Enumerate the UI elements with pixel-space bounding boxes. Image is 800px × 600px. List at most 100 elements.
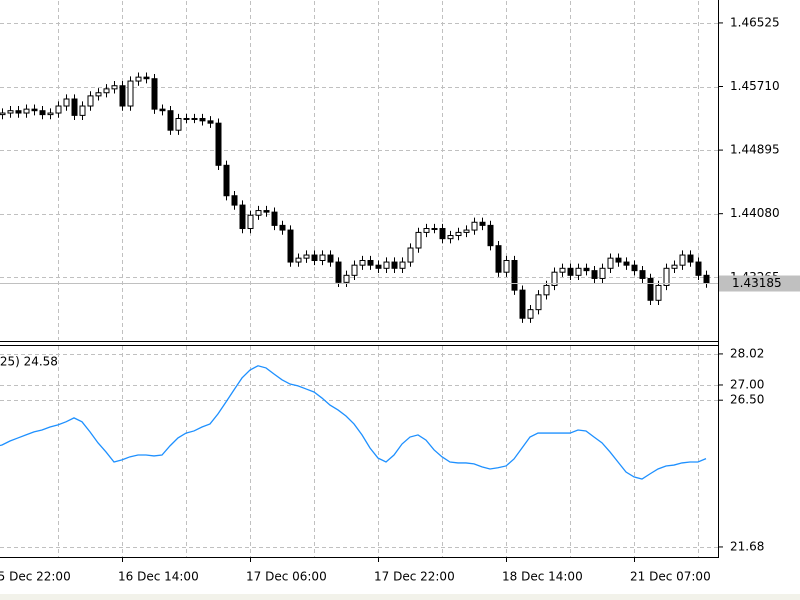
candle-body: [263, 210, 270, 213]
candle-body: [399, 261, 406, 269]
candle-body: [655, 284, 662, 301]
candle-body: [119, 85, 126, 107]
candle-body: [519, 289, 526, 319]
y-tick-label: 1.45710: [730, 79, 780, 93]
candle-body: [79, 105, 86, 116]
candle-body: [111, 85, 118, 90]
candle-body: [39, 110, 46, 116]
candle-body: [327, 254, 334, 263]
y-tick-label: 21.68: [730, 539, 764, 553]
candle-body: [375, 264, 382, 269]
candle-body: [503, 259, 510, 273]
candle-body: [231, 195, 238, 206]
candle-body: [471, 221, 478, 231]
candle-body: [487, 224, 494, 247]
candle-body: [151, 78, 158, 110]
candle-body: [71, 98, 78, 116]
candle-body: [631, 264, 638, 272]
y-tick-label: 27.00: [730, 377, 764, 391]
candle-body: [359, 259, 366, 266]
candle-body: [615, 257, 622, 263]
candle-body: [63, 98, 70, 107]
candle-body: [607, 257, 614, 269]
candle-body: [367, 259, 374, 266]
x-tick-label: 18 Dec 14:00: [502, 570, 583, 584]
candle-body: [663, 267, 670, 286]
candle-body: [407, 247, 414, 263]
candle-body: [639, 270, 646, 279]
candle-body: [159, 108, 166, 112]
candle-body: [527, 309, 534, 319]
candle-body: [319, 254, 326, 261]
candle-body: [335, 261, 342, 283]
candle-body: [679, 254, 686, 266]
candle-body: [495, 245, 502, 273]
indicator-label: ,25) 24.58: [0, 355, 58, 369]
candle-body: [551, 271, 558, 286]
candle-body: [463, 229, 470, 233]
candle-body: [575, 267, 582, 276]
status-strip: [0, 594, 800, 600]
candle-body: [695, 261, 702, 276]
current-price-label: 1.43185: [732, 276, 782, 290]
candle-body: [447, 235, 454, 240]
x-tick-label: 16 Dec 14:00: [118, 570, 199, 584]
candle-body: [543, 284, 550, 296]
candle-body: [239, 204, 246, 230]
candle-body: [455, 231, 462, 237]
candle-body: [247, 214, 254, 230]
candle-body: [295, 257, 302, 263]
candle-body: [431, 228, 438, 231]
candle-body: [207, 120, 214, 124]
candle-body: [191, 117, 198, 120]
y-tick-label: 1.46525: [730, 15, 780, 29]
candle-body: [7, 110, 14, 114]
x-tick-label: 21 Dec 07:00: [630, 570, 711, 584]
candle-body: [167, 110, 174, 131]
candle-body: [87, 95, 94, 107]
candle-body: [55, 105, 62, 114]
candle-body: [199, 117, 206, 122]
candle-body: [143, 76, 150, 80]
candle-body: [223, 164, 230, 197]
current-price-box: [719, 275, 800, 292]
candle-body: [647, 277, 654, 301]
candle-body: [423, 228, 430, 233]
candle-body: [47, 112, 54, 116]
candle-body: [23, 108, 30, 114]
plot-layer: 1.465251.457101.448951.440801.432651.431…: [0, 1, 800, 584]
x-tick-label: 17 Dec 06:00: [246, 570, 327, 584]
candle-body: [383, 261, 390, 269]
candle-body: [95, 92, 102, 97]
candle-body: [303, 254, 310, 259]
candle-body: [135, 76, 142, 82]
candle-body: [687, 254, 694, 263]
candle-body: [479, 221, 486, 226]
candle-body: [183, 117, 190, 120]
candle-body: [415, 231, 422, 249]
candle-body: [103, 88, 110, 94]
candle-body: [15, 110, 22, 114]
candle-body: [175, 117, 182, 131]
candle-body: [311, 254, 318, 261]
y-tick-label: 28.02: [730, 346, 764, 360]
y-tick-label: 1.44895: [730, 143, 780, 157]
candle-body: [671, 264, 678, 269]
candle-body: [271, 211, 278, 226]
candle-body: [583, 267, 590, 272]
y-tick-label: 26.50: [730, 393, 764, 407]
candle-body: [287, 229, 294, 263]
candle-body: [567, 267, 574, 276]
candle-body: [511, 259, 518, 291]
candle-body: [351, 264, 358, 276]
x-tick-label: 15 Dec 22:00: [0, 570, 71, 584]
candle-body: [703, 274, 710, 284]
x-tick-label: 17 Dec 22:00: [374, 570, 455, 584]
candle-body: [343, 274, 350, 283]
candle-body: [279, 224, 286, 231]
candle-body: [215, 122, 222, 166]
candle-body: [255, 210, 262, 216]
candle-body: [535, 294, 542, 311]
candle-body: [559, 267, 566, 273]
